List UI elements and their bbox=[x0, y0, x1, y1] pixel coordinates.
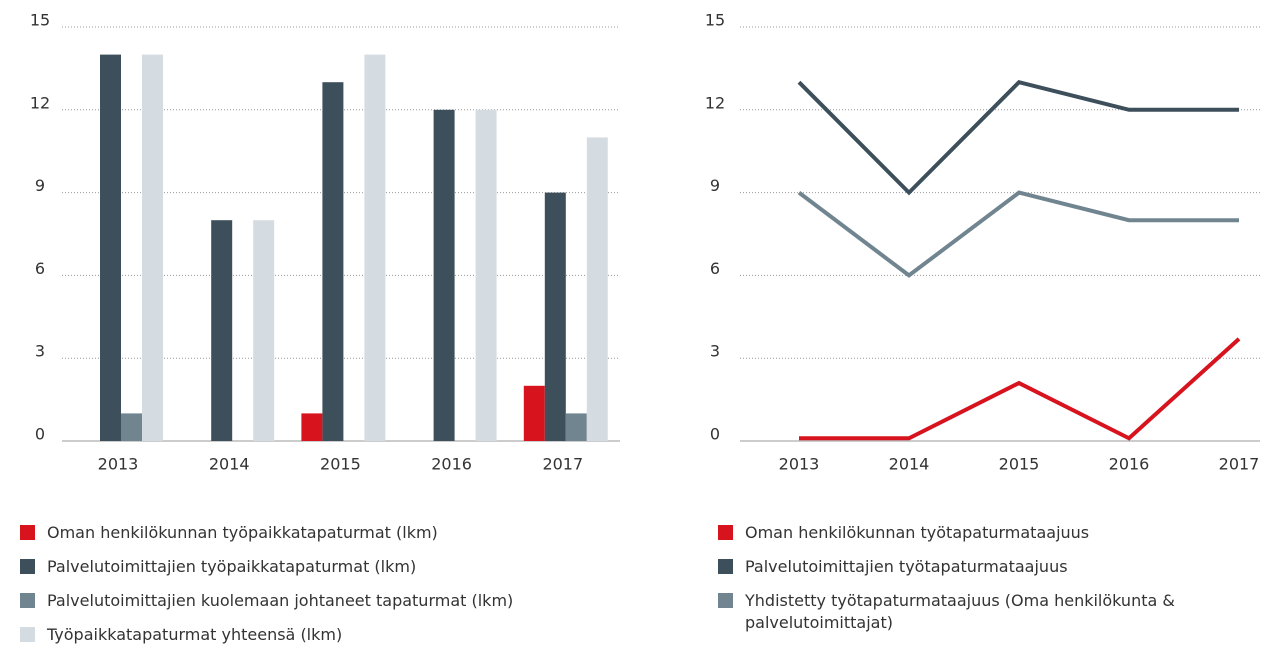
x-tick-label: 2016 bbox=[431, 455, 472, 474]
legend-swatch bbox=[718, 559, 733, 574]
bar bbox=[301, 413, 323, 441]
bar bbox=[142, 54, 163, 441]
legend-label: Palvelutoimittajien työpaikkatapaturmat … bbox=[47, 557, 417, 576]
y-tick-label: 12 bbox=[30, 93, 50, 112]
line bbox=[797, 190, 1239, 278]
bar bbox=[364, 54, 386, 441]
legend-label: Palvelutoimittajien kuolemaan johtaneet … bbox=[47, 591, 514, 610]
legend-item: Yhdistetty työtapaturmataajuus (Oma henk… bbox=[718, 590, 1263, 634]
y-tick-label: 9 bbox=[35, 176, 45, 195]
bar bbox=[253, 220, 275, 441]
y-tick-label: 9 bbox=[710, 176, 720, 195]
bar bbox=[100, 54, 121, 441]
x-tick-label: 2017 bbox=[542, 455, 583, 474]
y-tick-label: 0 bbox=[35, 425, 45, 444]
x-tick-label: 2014 bbox=[209, 455, 250, 474]
legend-item: Oman henkilökunnan työpaikkatapaturmat (… bbox=[20, 522, 565, 544]
x-tick-label: 2014 bbox=[889, 455, 930, 474]
legend-label: Yhdistetty työtapaturmataajuus (Oma henk… bbox=[745, 591, 1175, 632]
bar bbox=[586, 137, 608, 441]
bar bbox=[475, 109, 497, 442]
legend-item: Työpaikkatapaturmat yhteensä (lkm) bbox=[20, 624, 565, 646]
x-tick-label: 2015 bbox=[320, 455, 361, 474]
y-tick-label: 6 bbox=[710, 259, 720, 278]
legend: Oman henkilökunnan työpaikkatapaturmat (… bbox=[20, 522, 565, 658]
legend-swatch bbox=[718, 593, 733, 608]
legend-label: Oman henkilökunnan työpaikkatapaturmat (… bbox=[47, 523, 438, 542]
y-tick-label: 12 bbox=[705, 93, 725, 112]
legend-item: Palvelutoimittajien työtapaturmataajuus bbox=[718, 556, 1263, 578]
legend: Oman henkilökunnan työtapaturmataajuus Pa… bbox=[718, 522, 1263, 646]
bar bbox=[565, 413, 587, 441]
y-tick-label: 6 bbox=[35, 259, 45, 278]
page: {"chart_data": [ {"type": "bar", "catego… bbox=[20, 10, 1263, 646]
y-tick-label: 0 bbox=[710, 425, 720, 444]
legend-swatch bbox=[20, 525, 35, 540]
y-tick-label: 15 bbox=[705, 11, 725, 30]
x-tick-label: 2015 bbox=[999, 455, 1040, 474]
bar bbox=[433, 109, 455, 442]
x-tick-label: 2013 bbox=[98, 455, 139, 474]
charts: 0 3 6 9 12 15 2013 2014 2015 2016 2017 0 3 6 9 12 15 2013… bbox=[30, 11, 1260, 474]
y-tick-label: 3 bbox=[710, 342, 720, 361]
legend-item: Oman henkilökunnan työtapaturmataajuus bbox=[718, 522, 1263, 544]
bar bbox=[121, 413, 142, 441]
legend-item: Palvelutoimittajien työpaikkatapaturmat … bbox=[20, 556, 565, 578]
legend-swatch bbox=[718, 525, 733, 540]
line bbox=[797, 79, 1239, 196]
legend-swatch bbox=[20, 593, 35, 608]
x-tick-label: 2017 bbox=[1219, 455, 1260, 474]
legend-item: Palvelutoimittajien kuolemaan johtaneet … bbox=[20, 590, 565, 612]
bar bbox=[322, 82, 344, 441]
bar bbox=[523, 385, 545, 441]
bar bbox=[211, 220, 233, 441]
legend-swatch bbox=[20, 627, 35, 642]
line bbox=[799, 337, 1241, 441]
x-tick-label: 2013 bbox=[779, 455, 820, 474]
x-tick-label: 2016 bbox=[1109, 455, 1150, 474]
legend-label: Työpaikkatapaturmat yhteensä (lkm) bbox=[47, 625, 343, 644]
y-tick-label: 3 bbox=[35, 342, 45, 361]
legend-label: Palvelutoimittajien työtapaturmataajuus bbox=[745, 557, 1068, 576]
legend-swatch bbox=[20, 559, 35, 574]
y-tick-label: 15 bbox=[30, 11, 50, 30]
bar bbox=[544, 192, 566, 441]
legend-label: Oman henkilökunnan työtapaturmataajuus bbox=[745, 523, 1090, 542]
